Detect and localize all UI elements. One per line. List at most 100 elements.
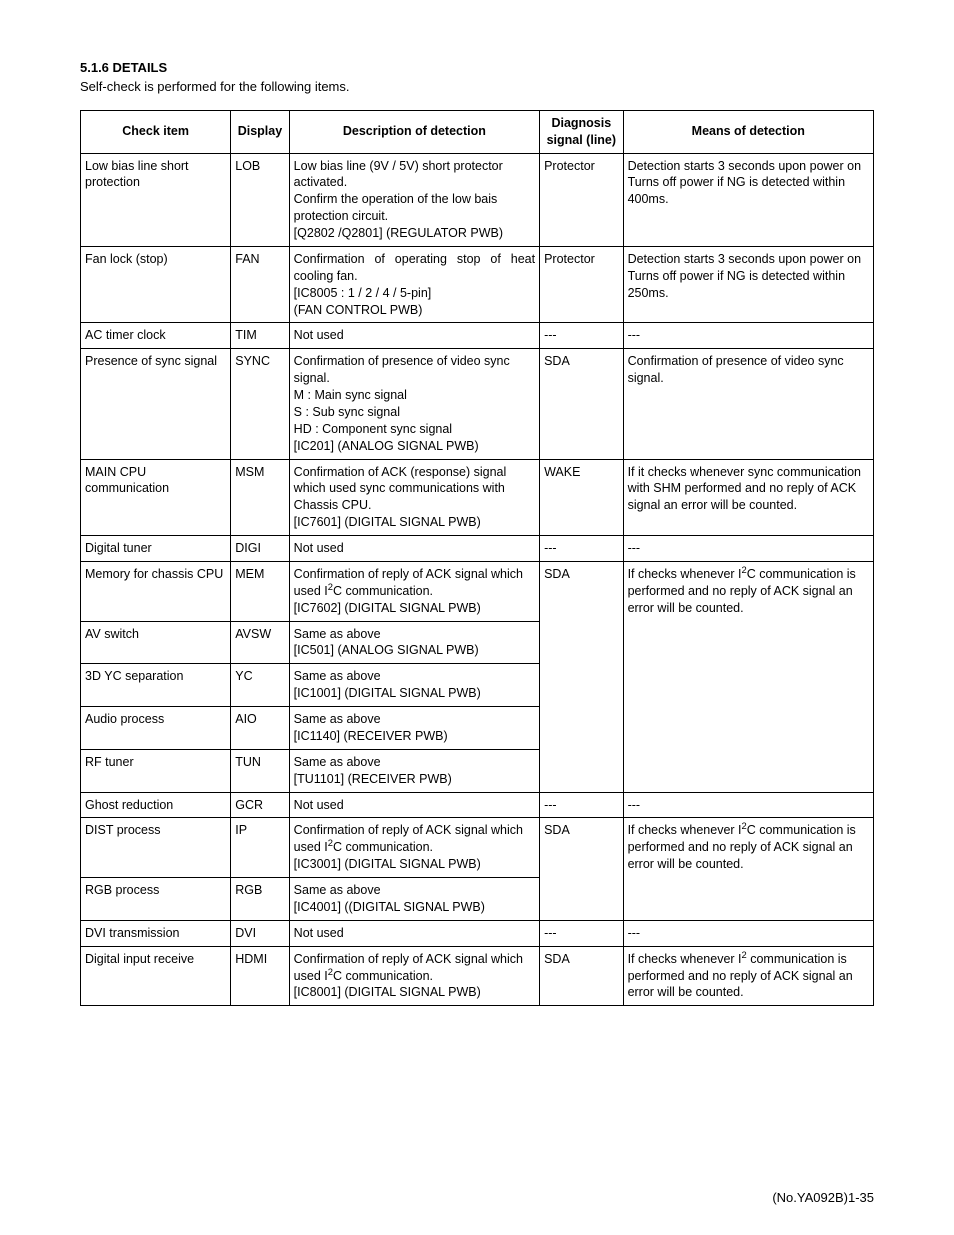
desc-line: [IC7602] (DIGITAL SIGNAL PWB) — [294, 600, 535, 617]
details-table: Check item Display Description of detect… — [80, 110, 874, 1007]
cell-desc: Confirmation of presence of video sync s… — [289, 349, 539, 459]
desc-line: M : Main sync signal — [294, 387, 535, 404]
cell-desc: Not used — [289, 792, 539, 818]
table-row: DVI transmission DVI Not used --- --- — [81, 920, 874, 946]
cell-means: --- — [623, 323, 873, 349]
cell-means: Confirmation of presence of video sync s… — [623, 349, 873, 459]
cell-check-item: Digital input receive — [81, 946, 231, 1006]
table-row: Fan lock (stop) FAN Confirmation of oper… — [81, 246, 874, 323]
cell-display: DVI — [231, 920, 289, 946]
cell-desc: Confirmation of reply of ACK signal whic… — [289, 946, 539, 1006]
desc-line: [IC8001] (DIGITAL SIGNAL PWB) — [294, 984, 535, 1001]
cell-display: LOB — [231, 153, 289, 246]
cell-check-item: Fan lock (stop) — [81, 246, 231, 323]
col-check-item: Check item — [81, 110, 231, 153]
desc-line: Confirmation of operating stop of heat c… — [294, 251, 535, 285]
cell-means: Detection starts 3 seconds upon power on… — [623, 246, 873, 323]
cell-diag: Protector — [540, 246, 623, 323]
cell-means: If checks whenever I2C communication is … — [623, 561, 873, 792]
desc-line: Low bias line (9V / 5V) short protector … — [294, 158, 535, 192]
table-row: MAIN CPU communication MSM Confirmation … — [81, 459, 874, 536]
cell-desc: Same as above [IC4001] ((DIGITAL SIGNAL … — [289, 878, 539, 921]
cell-diag: --- — [540, 536, 623, 562]
desc-line: Same as above — [294, 754, 535, 771]
cell-desc: Not used — [289, 536, 539, 562]
table-row: Presence of sync signal SYNC Confirmatio… — [81, 349, 874, 459]
cell-diag: --- — [540, 920, 623, 946]
cell-display: DIGI — [231, 536, 289, 562]
desc-line: (FAN CONTROL PWB) — [294, 302, 535, 319]
cell-diag: SDA — [540, 349, 623, 459]
cell-display: TUN — [231, 749, 289, 792]
desc-line: [IC4001] ((DIGITAL SIGNAL PWB) — [294, 899, 535, 916]
desc-line: [Q2802 /Q2801] (REGULATOR PWB) — [294, 225, 535, 242]
cell-check-item: Digital tuner — [81, 536, 231, 562]
cell-means: --- — [623, 792, 873, 818]
cell-check-item: RGB process — [81, 878, 231, 921]
cell-desc: Same as above [IC1140] (RECEIVER PWB) — [289, 707, 539, 750]
cell-display: AVSW — [231, 621, 289, 664]
cell-diag: SDA — [540, 946, 623, 1006]
cell-check-item: DIST process — [81, 818, 231, 878]
desc-line: Confirmation of reply of ACK signal whic… — [294, 951, 535, 985]
cell-desc: Confirmation of reply of ACK signal whic… — [289, 818, 539, 878]
col-means: Means of detection — [623, 110, 873, 153]
page-footer: (No.YA092B)1-35 — [772, 1190, 874, 1207]
cell-desc: Not used — [289, 323, 539, 349]
cell-desc: Same as above [IC1001] (DIGITAL SIGNAL P… — [289, 664, 539, 707]
cell-desc: Same as above [IC501] (ANALOG SIGNAL PWB… — [289, 621, 539, 664]
table-row: AC timer clock TIM Not used --- --- — [81, 323, 874, 349]
col-description: Description of detection — [289, 110, 539, 153]
desc-line: [IC501] (ANALOG SIGNAL PWB) — [294, 642, 535, 659]
cell-check-item: Audio process — [81, 707, 231, 750]
cell-display: SYNC — [231, 349, 289, 459]
desc-line: Confirm the operation of the low bais pr… — [294, 191, 535, 225]
cell-display: FAN — [231, 246, 289, 323]
desc-line: Confirmation of ACK (response) signal wh… — [294, 464, 535, 515]
intro-text: Self-check is performed for the followin… — [80, 79, 874, 96]
desc-line: [IC201] (ANALOG SIGNAL PWB) — [294, 438, 535, 455]
cell-desc: Confirmation of reply of ACK signal whic… — [289, 561, 539, 621]
cell-display: GCR — [231, 792, 289, 818]
desc-line: [IC1001] (DIGITAL SIGNAL PWB) — [294, 685, 535, 702]
table-header-row: Check item Display Description of detect… — [81, 110, 874, 153]
cell-desc: Low bias line (9V / 5V) short protector … — [289, 153, 539, 246]
cell-means: If checks whenever I2 communication is p… — [623, 946, 873, 1006]
desc-line: Same as above — [294, 882, 535, 899]
cell-display: HDMI — [231, 946, 289, 1006]
cell-means: --- — [623, 920, 873, 946]
cell-check-item: Low bias line short protection — [81, 153, 231, 246]
desc-line: Confirmation of reply of ACK signal whic… — [294, 566, 535, 600]
desc-line: Same as above — [294, 668, 535, 685]
cell-means: If checks whenever I2C communication is … — [623, 818, 873, 920]
cell-means: --- — [623, 536, 873, 562]
cell-diag: SDA — [540, 818, 623, 920]
cell-check-item: Presence of sync signal — [81, 349, 231, 459]
cell-diag: --- — [540, 792, 623, 818]
table-row: Low bias line short protection LOB Low b… — [81, 153, 874, 246]
col-diagnosis: Diagnosis signal (line) — [540, 110, 623, 153]
desc-line: [IC7601] (DIGITAL SIGNAL PWB) — [294, 514, 535, 531]
cell-desc: Confirmation of operating stop of heat c… — [289, 246, 539, 323]
table-row: Ghost reduction GCR Not used --- --- — [81, 792, 874, 818]
table-row: Digital tuner DIGI Not used --- --- — [81, 536, 874, 562]
cell-check-item: DVI transmission — [81, 920, 231, 946]
cell-desc: Same as above [TU1101] (RECEIVER PWB) — [289, 749, 539, 792]
cell-display: TIM — [231, 323, 289, 349]
cell-display: MSM — [231, 459, 289, 536]
cell-display: YC — [231, 664, 289, 707]
cell-display: MEM — [231, 561, 289, 621]
section-heading: 5.1.6 DETAILS — [80, 60, 874, 77]
desc-line: HD : Component sync signal — [294, 421, 535, 438]
desc-line: S : Sub sync signal — [294, 404, 535, 421]
cell-check-item: Memory for chassis CPU — [81, 561, 231, 621]
table-row: DIST process IP Confirmation of reply of… — [81, 818, 874, 878]
table-row: Digital input receive HDMI Confirmation … — [81, 946, 874, 1006]
table-row: Memory for chassis CPU MEM Confirmation … — [81, 561, 874, 621]
cell-means: If it checks whenever sync communication… — [623, 459, 873, 536]
desc-line: [IC1140] (RECEIVER PWB) — [294, 728, 535, 745]
cell-check-item: 3D YC separation — [81, 664, 231, 707]
cell-diag: --- — [540, 323, 623, 349]
col-display: Display — [231, 110, 289, 153]
cell-display: RGB — [231, 878, 289, 921]
